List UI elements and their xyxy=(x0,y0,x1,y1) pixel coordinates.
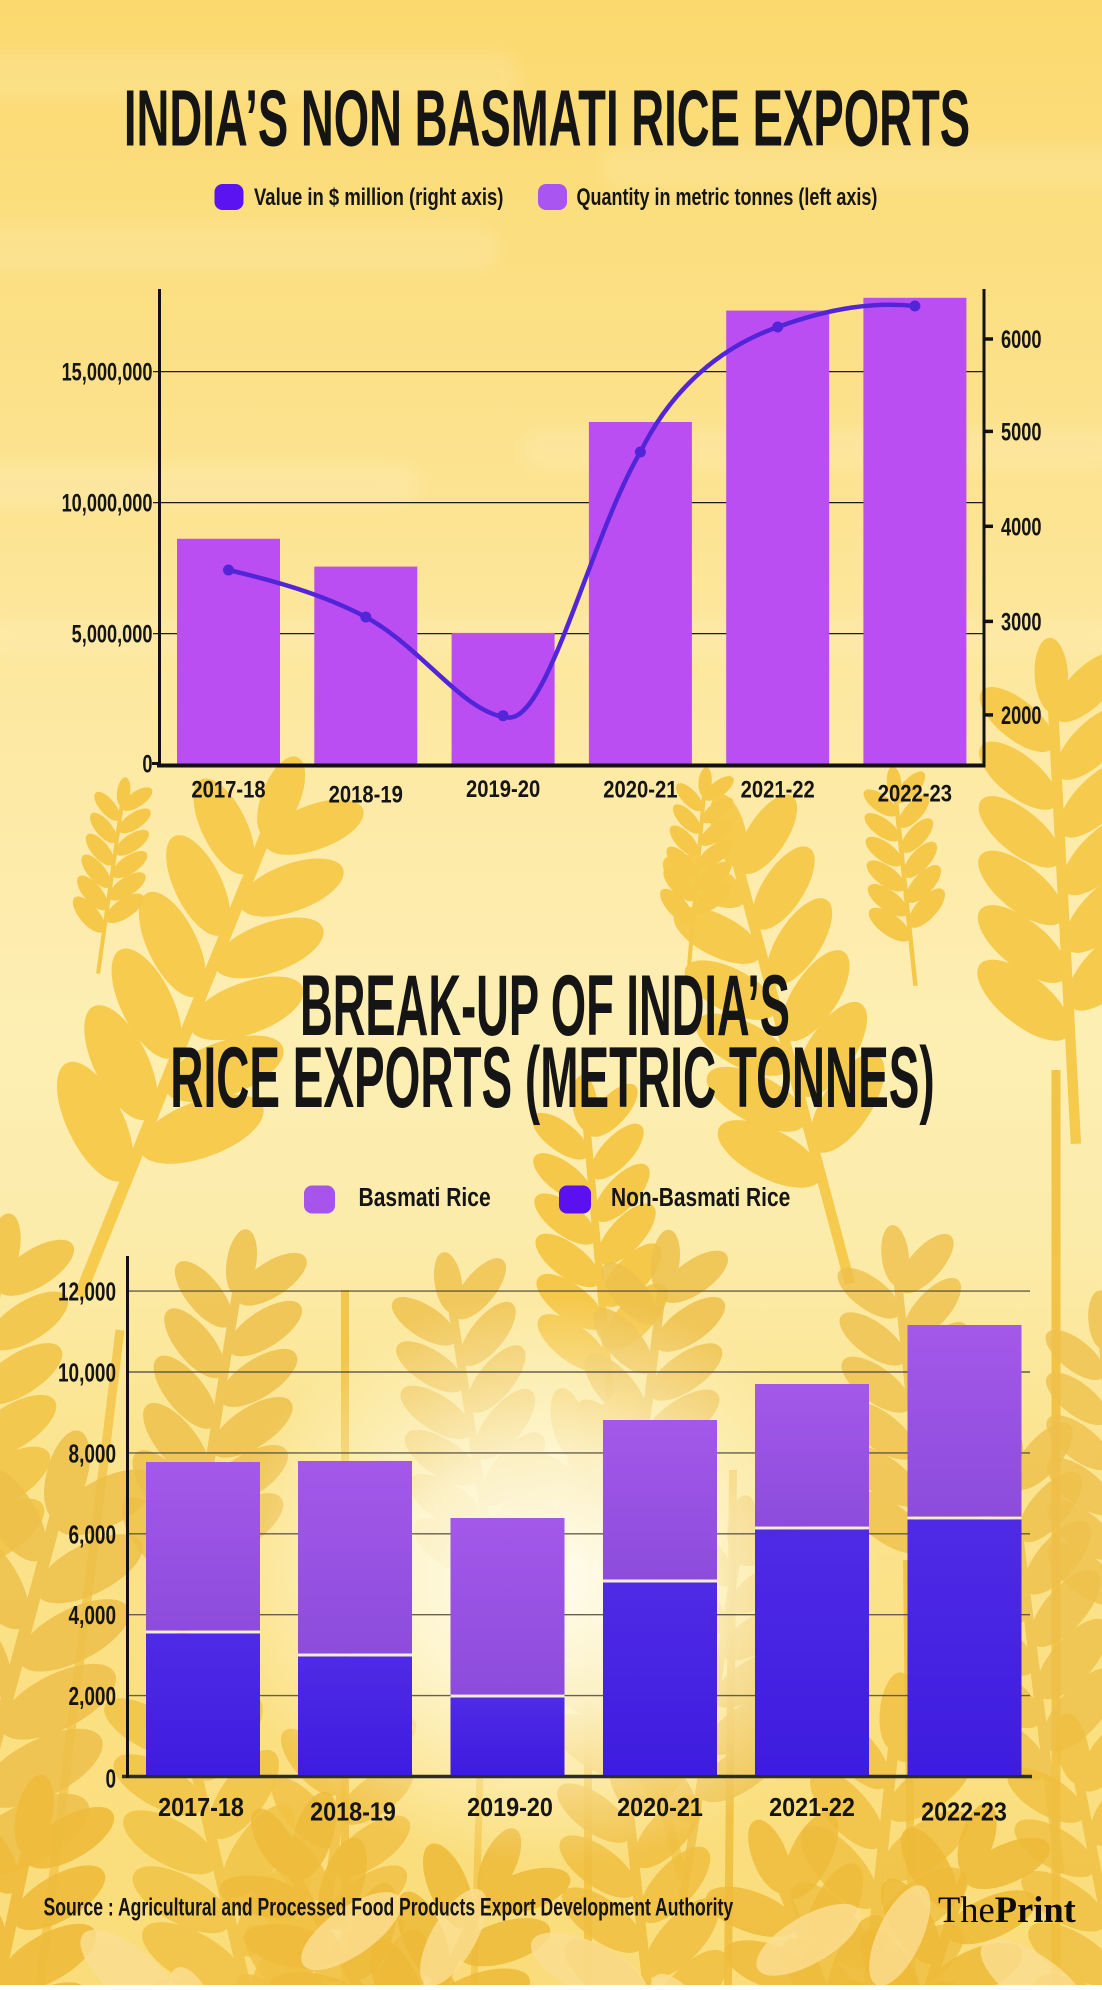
svg-text:15,000,000: 15,000,000 xyxy=(62,358,153,387)
svg-text:Value in $ million (right axis: Value in $ million (right axis) xyxy=(254,184,503,211)
svg-text:4,000: 4,000 xyxy=(69,1600,116,1630)
svg-text:2,000: 2,000 xyxy=(69,1681,116,1711)
svg-text:3000: 3000 xyxy=(1001,608,1042,637)
svg-text:6,000: 6,000 xyxy=(69,1519,116,1549)
svg-text:10,000,000: 10,000,000 xyxy=(62,489,153,518)
svg-text:12,000: 12,000 xyxy=(58,1277,116,1307)
svg-text:4000: 4000 xyxy=(1001,513,1042,542)
svg-text:2019-20: 2019-20 xyxy=(467,1794,553,1822)
svg-text:2020-21: 2020-21 xyxy=(603,776,677,803)
svg-text:5,000,000: 5,000,000 xyxy=(72,620,153,649)
svg-text:Basmati Rice: Basmati Rice xyxy=(359,1184,491,1213)
svg-text:BREAK-UP OF INDIA’S: BREAK-UP OF INDIA’S xyxy=(300,957,790,1053)
svg-text:0: 0 xyxy=(142,750,152,779)
svg-text:Quantity in metric tonnes (lef: Quantity in metric tonnes (left axis) xyxy=(577,185,878,211)
svg-text:0: 0 xyxy=(105,1764,116,1794)
svg-text:2000: 2000 xyxy=(1001,701,1042,730)
svg-text:5000: 5000 xyxy=(1001,418,1042,447)
svg-text:Non-Basmati Rice: Non-Basmati Rice xyxy=(611,1184,790,1213)
svg-text:2017-18: 2017-18 xyxy=(158,1794,244,1822)
svg-text:2017-18: 2017-18 xyxy=(191,776,265,803)
svg-text:8,000: 8,000 xyxy=(69,1438,116,1468)
svg-text:6000: 6000 xyxy=(1001,325,1042,354)
svg-text:2019-20: 2019-20 xyxy=(466,775,540,802)
svg-text:2022-23: 2022-23 xyxy=(878,780,952,807)
svg-text:INDIA’S NON BASMATI RICE EXPOR: INDIA’S NON BASMATI RICE EXPORTS xyxy=(124,73,970,163)
svg-text:10,000: 10,000 xyxy=(58,1358,116,1388)
svg-text:2021-22: 2021-22 xyxy=(741,776,815,803)
svg-text:2022-23: 2022-23 xyxy=(921,1798,1007,1826)
svg-text:2021-22: 2021-22 xyxy=(769,1794,855,1822)
svg-text:Source : Agricultural and Proc: Source : Agricultural and Processed Food… xyxy=(44,1892,734,1921)
svg-text:2020-21: 2020-21 xyxy=(617,1794,703,1822)
svg-text:2018-19: 2018-19 xyxy=(310,1798,396,1826)
svg-text:RICE EXPORTS (METRIC TONNES): RICE EXPORTS (METRIC TONNES) xyxy=(170,1030,934,1126)
svg-text:2018-19: 2018-19 xyxy=(329,781,403,808)
svg-text:ThePrint: ThePrint xyxy=(938,1889,1076,1930)
